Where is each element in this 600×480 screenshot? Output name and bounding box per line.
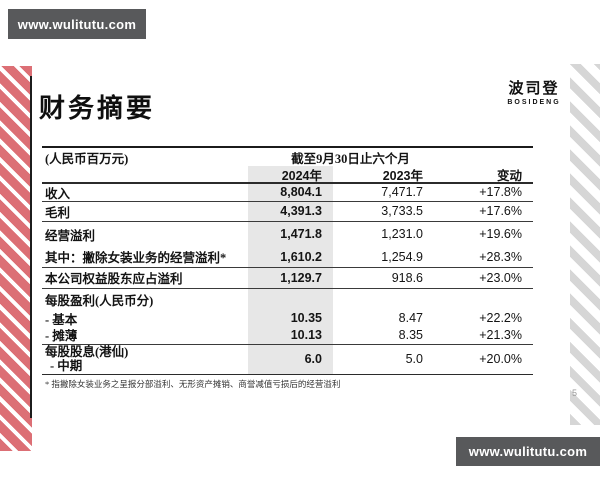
table-row-operating-profit: 经营溢利 1,471.8 1,231.0 +19.6% <box>42 221 533 247</box>
watermark-text: www.wulitutu.com <box>468 444 588 459</box>
bosideng-logo: 波司登 BOSIDENG <box>503 77 565 106</box>
table-row-eps-basic: - 基本 10.35 8.47 +22.2% <box>42 310 533 327</box>
value-change: +20.0% <box>479 352 522 366</box>
period-header: 截至9月30日止六个月 <box>291 151 410 166</box>
row-label: - 摊薄 <box>45 329 78 343</box>
table-row-revenue: 收入 8,804.1 7,471.7 +17.8% <box>42 184 533 202</box>
value-2024: 10.13 <box>248 325 333 344</box>
row-label: - 基本 <box>45 312 78 327</box>
table-column-header-row: 2024年 2023年 变动 <box>42 166 533 184</box>
row-label: 收入 <box>45 186 71 201</box>
value-2023: 1,254.9 <box>381 249 423 264</box>
left-stripe-decoration <box>0 66 32 451</box>
watermark-bottom: www.wulitutu.com <box>456 437 600 466</box>
table-row-eps-diluted: - 摊薄 10.13 8.35 +21.3% <box>42 325 533 345</box>
row-label: 其中：撇除女装业务的经营溢利* <box>45 251 227 265</box>
value-change: +17.8% <box>479 185 522 200</box>
row-label: 毛利 <box>45 205 71 220</box>
table-period-header-row: (人民币百万元) 截至9月30日止六个月 <box>42 148 533 166</box>
financial-summary-table: (人民币百万元) 截至9月30日止六个月 2024年 2023年 变动 收入 8… <box>42 146 533 375</box>
row-label: 每股股息(港仙) - 中期 <box>42 345 248 374</box>
value-2024: 10.35 <box>248 310 333 326</box>
value-2023: 7,471.7 <box>381 185 423 200</box>
value-2024: 1,129.7 <box>248 267 333 288</box>
table-footnote: * 指撇除女装业务之呈报分部溢利、无形资产摊销、商誉减值亏损后的经营溢利 <box>45 379 341 389</box>
logo-english: BOSIDENG <box>507 99 561 106</box>
watermark-top: www.wulitutu.com <box>8 9 146 39</box>
value-2024: 6.0 <box>248 344 333 374</box>
value-2024: 8,804.1 <box>248 184 333 201</box>
value-change <box>423 289 522 311</box>
value-change: +22.2% <box>479 311 522 325</box>
table-row-dividend-interim: 每股股息(港仙) - 中期 6.0 5.0 +20.0% <box>42 344 533 375</box>
value-2023: 5.0 <box>405 352 423 366</box>
value-change: +28.3% <box>479 249 522 264</box>
value-2024: 4,391.3 <box>248 201 333 221</box>
value-change: +19.6% <box>479 227 522 241</box>
row-label: 每股盈利(人民币分) <box>45 294 154 308</box>
table-row-operating-profit-excl-womenswear: 其中：撇除女装业务的经营溢利* 1,610.2 1,254.9 +28.3% <box>42 246 533 268</box>
page-title: 财务摘要 <box>39 94 156 123</box>
value-2023: 8.35 <box>398 327 423 342</box>
logo-chinese: 波司登 <box>508 81 560 97</box>
value-2024 <box>248 288 333 311</box>
value-change: +17.6% <box>479 204 522 218</box>
table-row-eps-group: 每股盈利(人民币分) <box>42 288 533 311</box>
column-header-2024: 2024年 <box>248 166 333 183</box>
value-2023: 1,231.0 <box>381 227 423 241</box>
dividend-label-line1: 每股股息(港仙) <box>45 345 129 359</box>
column-header-change: 变动 <box>496 168 522 183</box>
row-label: 经营溢利 <box>45 228 96 243</box>
title-vertical-rule <box>30 76 32 418</box>
value-2023: 8.47 <box>398 311 423 325</box>
value-change: +21.3% <box>479 327 522 342</box>
value-change: +23.0% <box>479 270 522 285</box>
value-2024: 1,610.2 <box>248 246 333 267</box>
watermark-text: www.wulitutu.com <box>17 16 137 32</box>
column-header-spacer <box>42 166 248 182</box>
table-row-profit-attributable: 本公司权益股东应占溢利 1,129.7 918.6 +23.0% <box>42 267 533 289</box>
dividend-label-line2: - 中期 <box>50 359 83 373</box>
right-stripe-decoration <box>570 64 600 425</box>
row-label: 本公司权益股东应占溢利 <box>45 272 183 286</box>
unit-label: (人民币百万元) <box>45 151 129 166</box>
page-number: 5 <box>572 388 578 398</box>
value-2023: 3,733.5 <box>381 204 423 218</box>
value-2024: 1,471.8 <box>248 221 333 247</box>
value-2023 <box>333 289 423 311</box>
column-header-2023: 2023年 <box>382 168 423 183</box>
value-2023: 918.6 <box>391 270 423 285</box>
table-row-gross-profit: 毛利 4,391.3 3,733.5 +17.6% <box>42 201 533 222</box>
